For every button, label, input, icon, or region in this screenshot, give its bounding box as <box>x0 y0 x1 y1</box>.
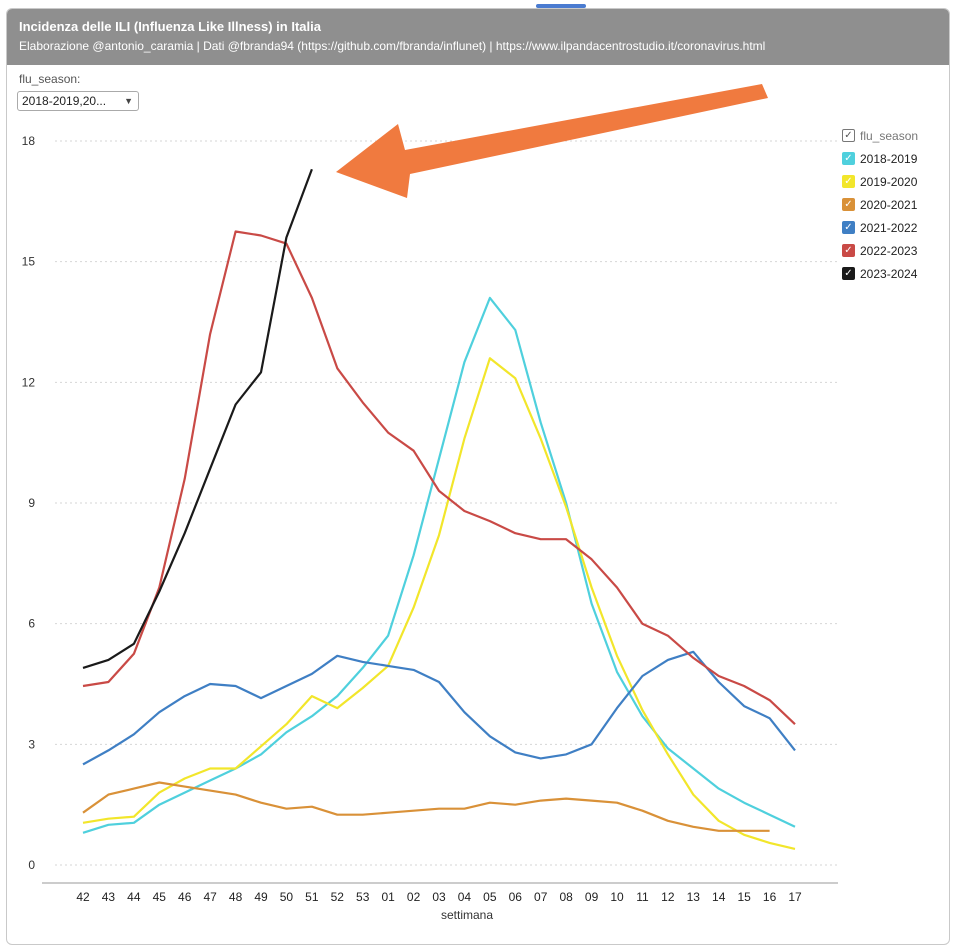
x-tick-label: 50 <box>280 890 294 904</box>
x-tick-label: 16 <box>763 890 777 904</box>
chart-subtitle: Elaborazione @antonio_caramia | Dati @fb… <box>19 39 766 53</box>
y-tick-label: 15 <box>22 255 36 269</box>
legend-label: 2022-2023 <box>860 243 918 258</box>
x-tick-label: 04 <box>458 890 472 904</box>
season-filter-label: flu_season: <box>19 72 81 86</box>
legend-item-2023-2024[interactable]: ✓ 2023-2024 <box>842 262 918 285</box>
season-filter-value: 2018-2019,20... <box>22 94 107 108</box>
legend-label: 2023-2024 <box>860 266 918 281</box>
y-tick-label: 3 <box>28 737 35 751</box>
series-line-2018-2019 <box>82 296 796 834</box>
legend-label: 2019-2020 <box>860 174 918 189</box>
x-tick-label: 45 <box>153 890 167 904</box>
x-tick-label: 52 <box>331 890 345 904</box>
x-tick-label: 51 <box>305 890 319 904</box>
season-filter-select[interactable]: 2018-2019,20... ▼ <box>17 91 139 111</box>
legend-item-2018-2019[interactable]: ✓ 2018-2019 <box>842 147 918 170</box>
chart-panel: Incidenza delle ILI (Influenza Like Illn… <box>6 8 950 945</box>
x-tick-label: 05 <box>483 890 497 904</box>
series-line-2021-2022 <box>82 650 796 766</box>
chart-title: Incidenza delle ILI (Influenza Like Illn… <box>19 19 321 34</box>
x-tick-label: 07 <box>534 890 548 904</box>
x-tick-label: 08 <box>559 890 573 904</box>
checkbox-icon: ✓ <box>842 152 855 165</box>
series-line-2020-2021 <box>82 781 770 832</box>
series-line-2023-2024 <box>82 168 313 669</box>
legend-item-2020-2021[interactable]: ✓ 2020-2021 <box>842 193 918 216</box>
series-line-2019-2020 <box>82 357 796 850</box>
window-top-indicator <box>536 4 586 8</box>
x-tick-label: 49 <box>254 890 268 904</box>
legend-item-2022-2023[interactable]: ✓ 2022-2023 <box>842 239 918 262</box>
x-tick-label: 03 <box>432 890 446 904</box>
y-tick-label: 12 <box>22 375 36 389</box>
x-tick-label: 46 <box>178 890 192 904</box>
x-tick-label: 17 <box>788 890 802 904</box>
y-tick-label: 9 <box>28 496 35 510</box>
arrow-annotation <box>336 84 768 198</box>
x-tick-label: 53 <box>356 890 370 904</box>
x-tick-label: 02 <box>407 890 421 904</box>
checkbox-icon: ✓ <box>842 267 855 280</box>
chevron-down-icon: ▼ <box>124 96 133 106</box>
x-tick-label: 48 <box>229 890 243 904</box>
x-tick-label: 43 <box>102 890 116 904</box>
checkbox-icon: ✓ <box>842 198 855 211</box>
checkbox-icon: ✓ <box>842 129 855 142</box>
x-axis-label: settimana <box>441 908 493 922</box>
x-tick-label: 44 <box>127 890 141 904</box>
series-line-2022-2023 <box>82 230 796 725</box>
x-tick-label: 10 <box>610 890 624 904</box>
legend-title: flu_season <box>860 128 919 143</box>
y-tick-label: 6 <box>28 617 35 631</box>
panel-header: Incidenza delle ILI (Influenza Like Illn… <box>7 9 949 65</box>
checkbox-icon: ✓ <box>842 221 855 234</box>
legend-label: 2018-2019 <box>860 151 918 166</box>
y-tick-label: 18 <box>22 134 36 148</box>
x-tick-label: 01 <box>381 890 395 904</box>
legend-item-2019-2020[interactable]: ✓ 2019-2020 <box>842 170 918 193</box>
legend: ✓ flu_season ✓ 2018-2019 ✓ 2019-2020 ✓ 2020-2… <box>842 124 918 285</box>
x-tick-label: 12 <box>661 890 675 904</box>
legend-label: 2020-2021 <box>860 197 918 212</box>
checkbox-icon: ✓ <box>842 244 855 257</box>
x-tick-label: 15 <box>737 890 751 904</box>
x-tick-label: 14 <box>712 890 726 904</box>
y-tick-label: 0 <box>28 858 35 872</box>
checkbox-icon: ✓ <box>842 175 855 188</box>
x-tick-label: 11 <box>636 890 649 904</box>
legend-item-2021-2022[interactable]: ✓ 2021-2022 <box>842 216 918 239</box>
legend-header[interactable]: ✓ flu_season <box>842 124 918 147</box>
x-tick-label: 09 <box>585 890 599 904</box>
legend-label: 2021-2022 <box>860 220 918 235</box>
x-tick-label: 42 <box>76 890 90 904</box>
x-tick-label: 47 <box>203 890 217 904</box>
x-tick-label: 13 <box>687 890 701 904</box>
x-tick-label: 06 <box>509 890 523 904</box>
